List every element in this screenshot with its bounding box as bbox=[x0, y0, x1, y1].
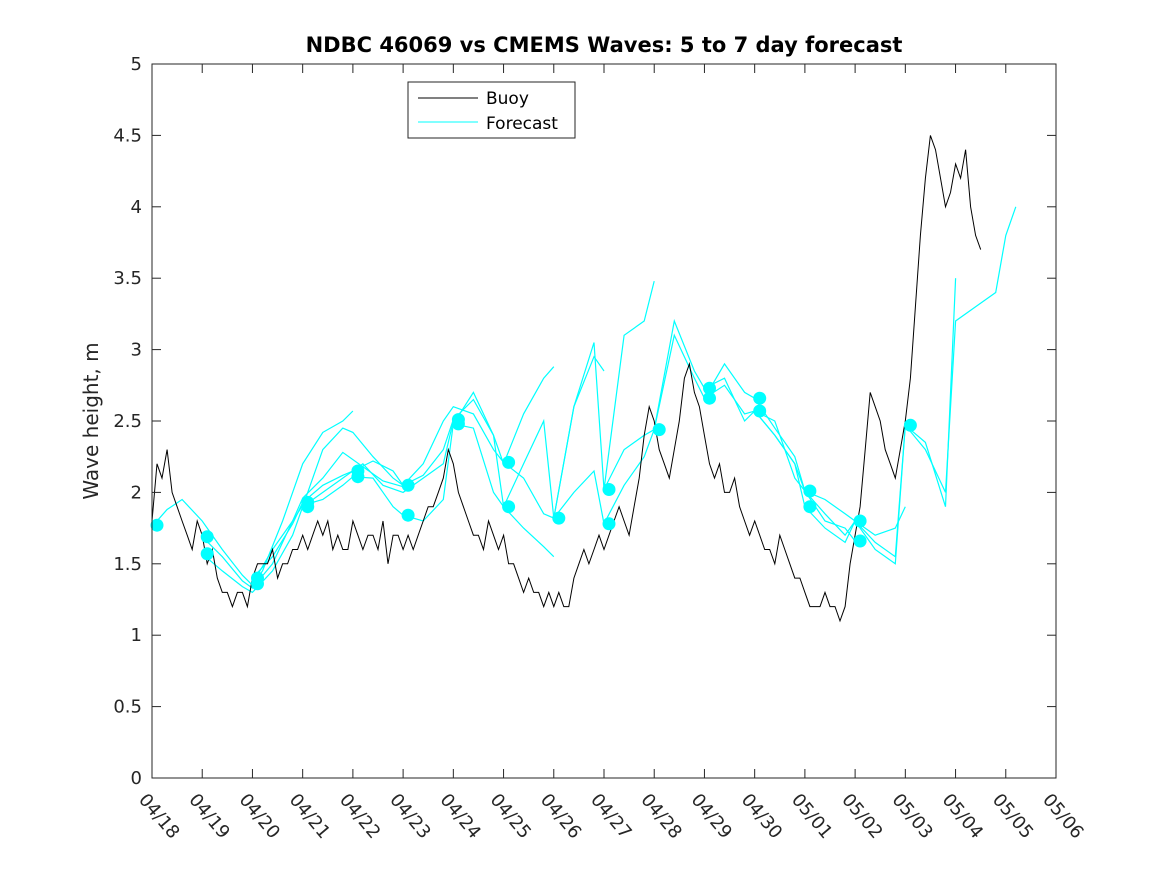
forecast-marker bbox=[703, 391, 716, 405]
y-tick-label: 0.5 bbox=[113, 697, 142, 718]
forecast-marker bbox=[351, 464, 365, 478]
forecast-line-1 bbox=[201, 451, 404, 589]
forecast-marker bbox=[451, 413, 465, 427]
legend-box bbox=[407, 81, 576, 139]
y-tick-label: 1.5 bbox=[113, 554, 142, 575]
y-tick-label: 3.5 bbox=[113, 268, 142, 289]
buoy-line bbox=[151, 135, 982, 623]
forecast-marker bbox=[301, 495, 315, 509]
y-tick-label: 2.5 bbox=[113, 411, 142, 432]
y-tick-label: 4.5 bbox=[113, 125, 142, 146]
y-tick-label: 5 bbox=[131, 54, 142, 75]
forecast-line-2 bbox=[201, 420, 454, 594]
forecast-marker bbox=[251, 571, 264, 585]
forecast-marker bbox=[150, 518, 164, 532]
plot-markers bbox=[150, 381, 917, 591]
chart-title: NDBC 46069 vs CMEMS Waves: 5 to 7 day fo… bbox=[306, 33, 903, 57]
y-tick-label: 3 bbox=[131, 340, 142, 361]
forecast-marker bbox=[401, 478, 415, 492]
legend-forecast-label: Forecast bbox=[486, 114, 558, 134]
legend-buoy-label: Buoy bbox=[486, 89, 529, 109]
forecast-marker bbox=[703, 381, 716, 395]
forecast-marker bbox=[753, 404, 767, 418]
forecast-marker bbox=[753, 391, 767, 405]
forecast-marker bbox=[502, 500, 516, 514]
forecast-marker bbox=[602, 483, 616, 496]
y-tick-label: 2 bbox=[131, 482, 142, 503]
y-tick-label: 1 bbox=[131, 625, 142, 646]
forecast-marker bbox=[502, 455, 516, 469]
y-tick-label: 4 bbox=[131, 197, 142, 218]
legend: Buoy Forecast bbox=[407, 81, 576, 139]
forecast-marker bbox=[853, 534, 867, 548]
forecast-marker bbox=[652, 423, 666, 437]
forecast-marker bbox=[552, 511, 566, 525]
y-axis-label: Wave height, m bbox=[79, 342, 103, 499]
forecast-marker bbox=[200, 547, 214, 561]
forecast-marker bbox=[853, 514, 867, 528]
y-axis: 0 0.5 1 1.5 2 2.5 3 3.5 4 4.5 5 bbox=[113, 54, 1056, 789]
forecast-marker bbox=[401, 508, 415, 522]
y-tick-label: 0 bbox=[131, 768, 142, 789]
forecast-marker bbox=[602, 517, 616, 531]
forecast-marker bbox=[803, 500, 817, 514]
forecast-marker bbox=[803, 484, 817, 498]
forecast-marker bbox=[200, 530, 214, 544]
forecast-marker bbox=[903, 418, 917, 432]
